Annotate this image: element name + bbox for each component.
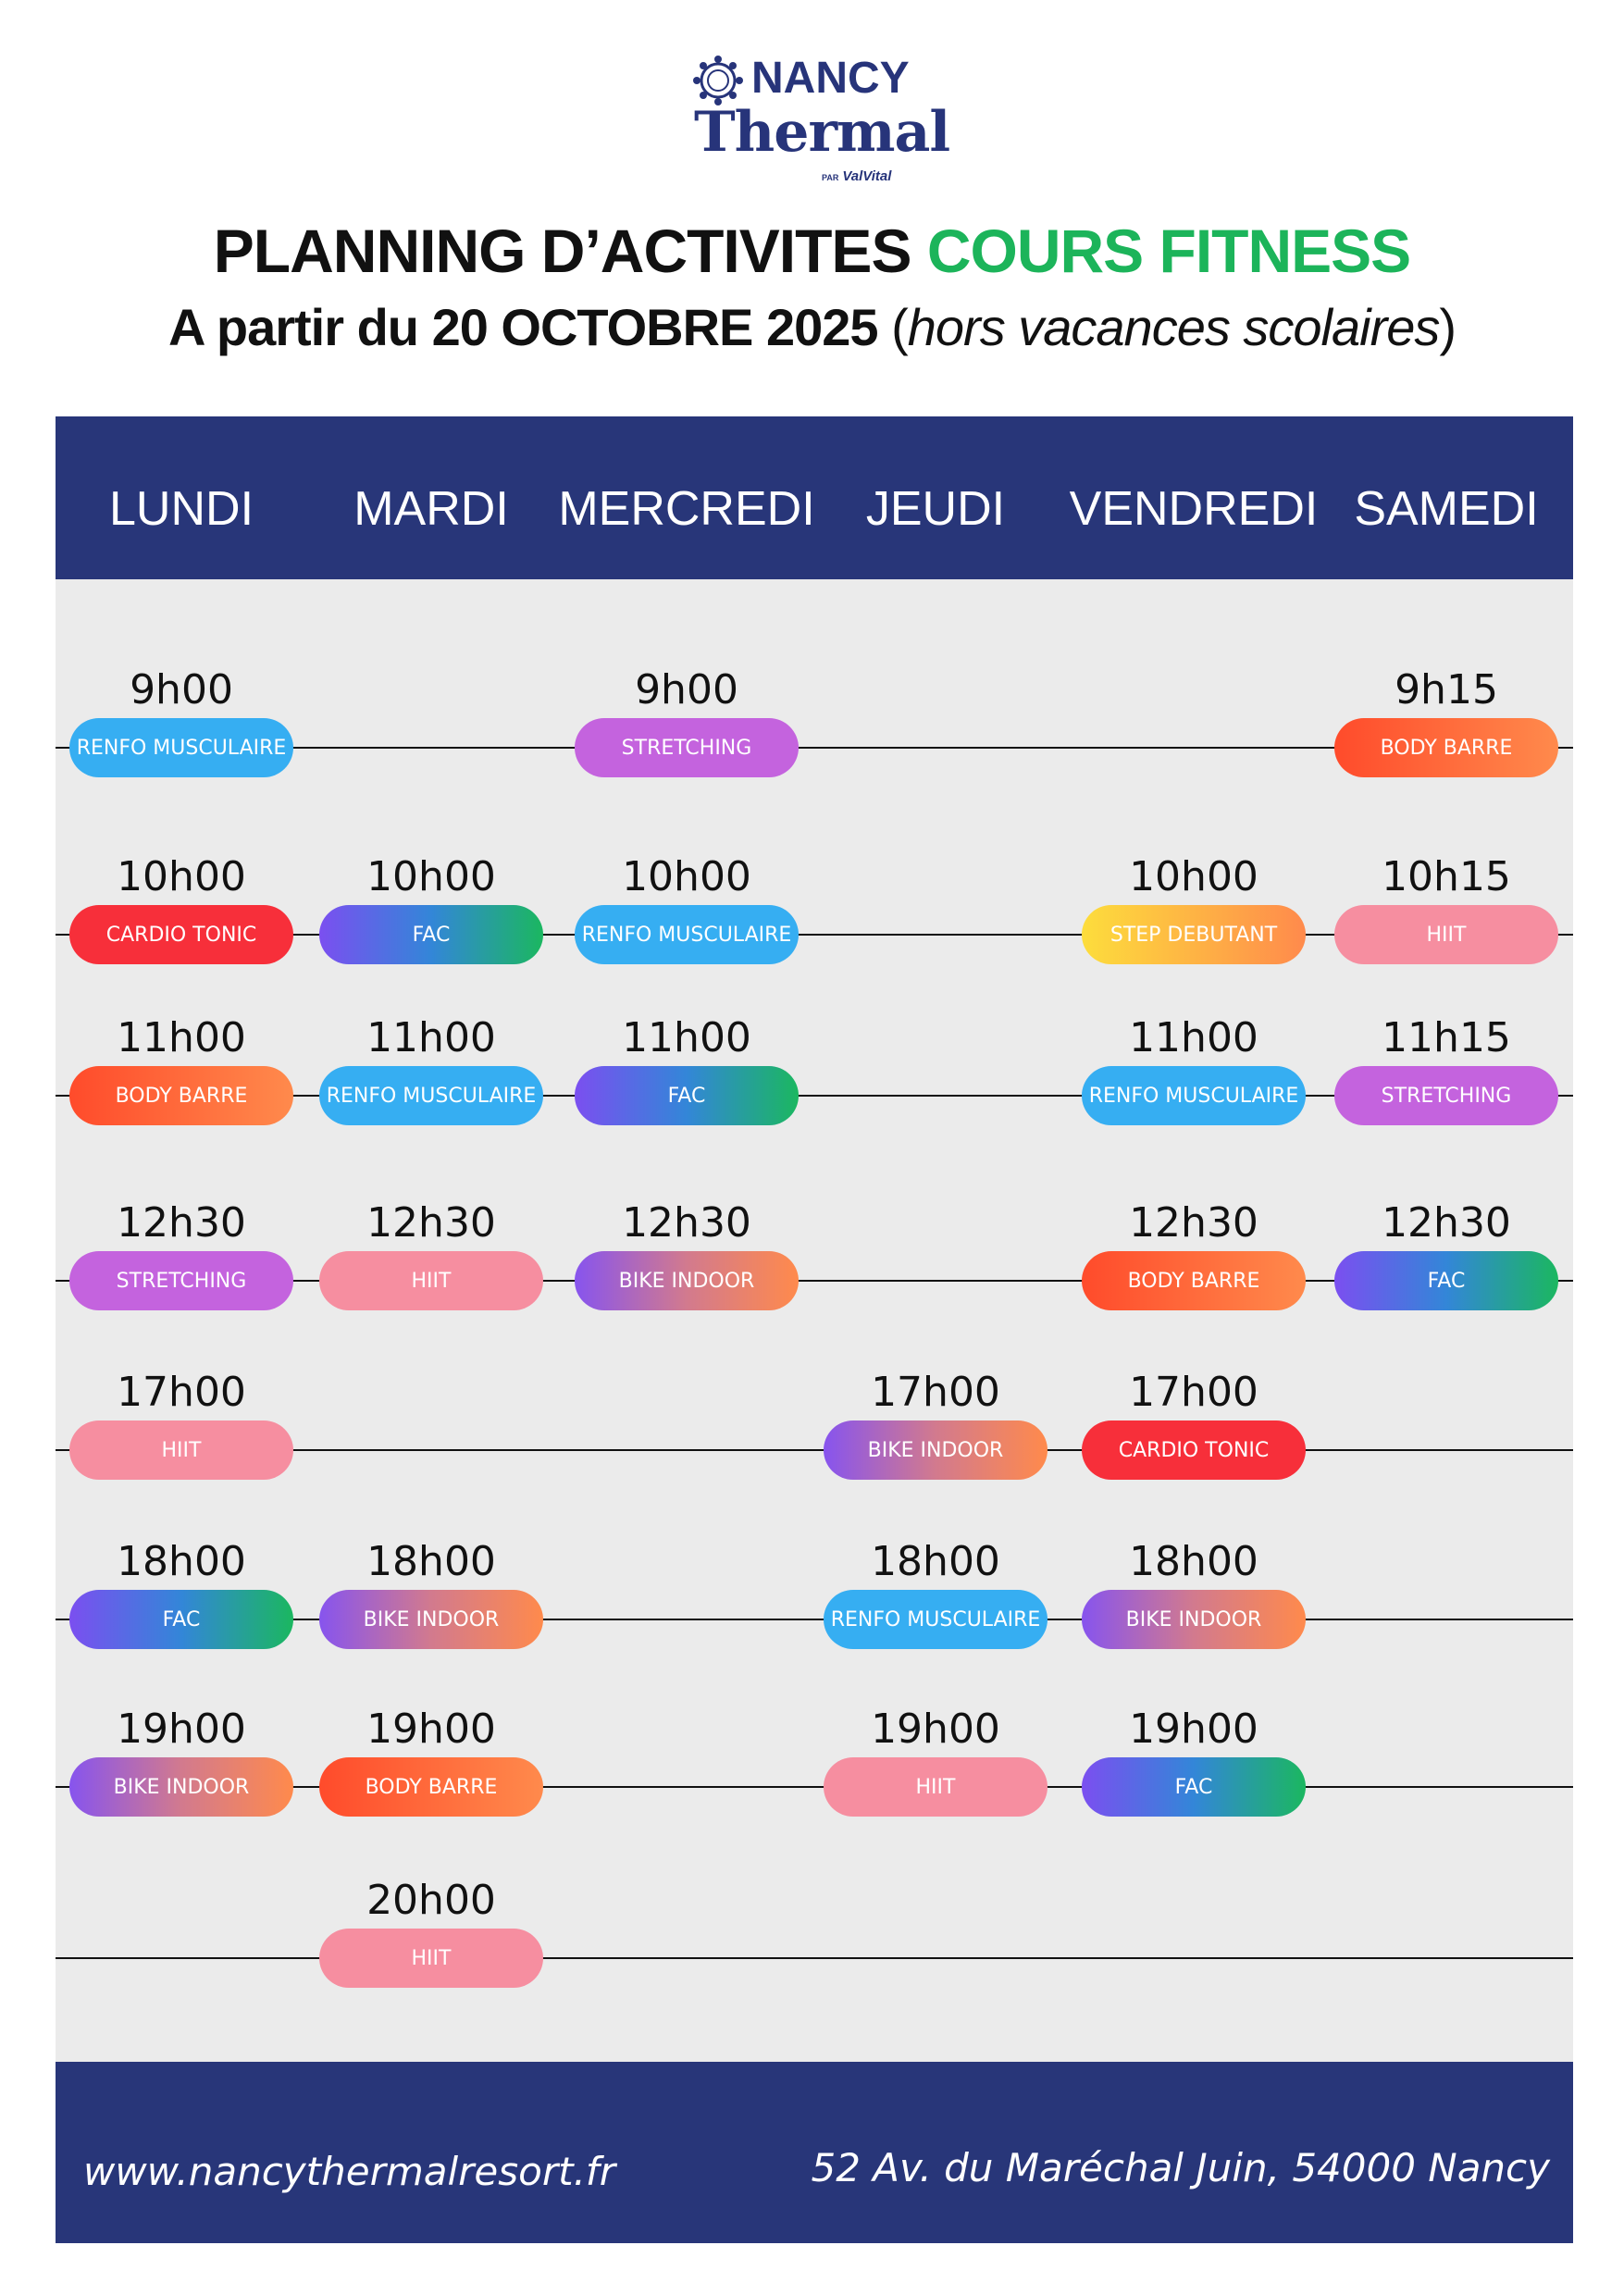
day-header-mardi: MARDI (353, 482, 509, 536)
session-time: 12h30 (1129, 1199, 1258, 1247)
activity-bike-indoor: BIKE INDOOR (69, 1757, 293, 1817)
activity-hiit: HIIT (319, 1929, 543, 1988)
page-subtitle: A partir du 20 OCTOBRE 2025 (hors vacanc… (167, 298, 1457, 356)
website-link[interactable]: www.nancythermalresort.fr (83, 2149, 615, 2194)
activity-body-barre: BODY BARRE (1334, 718, 1558, 777)
activity-bike-indoor: BIKE INDOOR (319, 1590, 543, 1649)
day-header-jeudi: JEUDI (865, 482, 1006, 536)
timeline-row-1 (56, 747, 1573, 749)
timeline-row-7 (56, 1786, 1573, 1788)
timeline-row-4 (56, 1280, 1573, 1282)
activity-fac: FAC (319, 905, 543, 964)
activity-hiit: HIIT (824, 1757, 1048, 1817)
timeline-row-3 (56, 1095, 1573, 1097)
activity-cardio-tonic: CARDIO TONIC (1082, 1420, 1306, 1480)
session-time: 9h15 (1395, 666, 1498, 713)
session-time: 18h00 (117, 1538, 246, 1585)
activity-renfo-musculaire: RENFO MUSCULAIRE (319, 1066, 543, 1125)
activity-body-barre: BODY BARRE (319, 1757, 543, 1817)
nancy-thermal-logo: NANCY Thermal PAR ValVital (685, 51, 950, 190)
session-time: 12h30 (622, 1199, 751, 1247)
session-time: 18h00 (871, 1538, 1000, 1585)
session-time: 10h00 (117, 853, 246, 900)
activity-fac: FAC (1082, 1757, 1306, 1817)
activity-cardio-tonic: CARDIO TONIC (69, 905, 293, 964)
session-time: 10h00 (622, 853, 751, 900)
activity-stretching: STRETCHING (575, 718, 799, 777)
activity-renfo-musculaire: RENFO MUSCULAIRE (69, 718, 293, 777)
activity-hiit: HIIT (69, 1420, 293, 1480)
days-header-bar (56, 416, 1573, 579)
activity-body-barre: BODY BARRE (69, 1066, 293, 1125)
session-time: 17h00 (117, 1369, 246, 1416)
page-title: PLANNING D’ACTIVITES COURS FITNESS (213, 217, 1411, 285)
activity-fac: FAC (1334, 1251, 1558, 1310)
session-time: 11h15 (1382, 1014, 1511, 1061)
activity-fac: FAC (575, 1066, 799, 1125)
session-time: 11h00 (1129, 1014, 1258, 1061)
session-time: 17h00 (1129, 1369, 1258, 1416)
timeline-row-6 (56, 1619, 1573, 1620)
session-time: 18h00 (1129, 1538, 1258, 1585)
session-time: 12h30 (117, 1199, 246, 1247)
schedule-grid (56, 579, 1573, 2062)
logo-nancy-text: NANCY (751, 54, 910, 103)
activity-fac: FAC (69, 1590, 293, 1649)
session-time: 20h00 (366, 1877, 496, 1924)
session-time: 11h00 (117, 1014, 246, 1061)
timeline-row-5 (56, 1449, 1573, 1451)
session-time: 10h00 (1129, 853, 1258, 900)
activity-hiit: HIIT (319, 1251, 543, 1310)
activity-bike-indoor: BIKE INDOOR (575, 1251, 799, 1310)
day-header-vendredi: VENDREDI (1069, 482, 1319, 536)
session-time: 9h00 (130, 666, 233, 713)
activity-bike-indoor: BIKE INDOOR (1082, 1590, 1306, 1649)
logo-thermal-text: Thermal (694, 100, 950, 165)
activity-renfo-musculaire: RENFO MUSCULAIRE (824, 1590, 1048, 1649)
logo-par-valvital: PAR ValVital (822, 168, 892, 184)
session-time: 17h00 (871, 1369, 1000, 1416)
timeline-row-8 (56, 1957, 1573, 1959)
session-time: 19h00 (366, 1706, 496, 1753)
activity-step-debutant: STEP DEBUTANT (1082, 905, 1306, 964)
day-header-mercredi: MERCREDI (558, 482, 815, 536)
activity-renfo-musculaire: RENFO MUSCULAIRE (1082, 1066, 1306, 1125)
day-header-lundi: LUNDI (108, 482, 254, 536)
session-time: 12h30 (366, 1199, 496, 1247)
session-time: 19h00 (871, 1706, 1000, 1753)
logo-emblem-icon (693, 56, 743, 105)
session-time: 9h00 (635, 666, 738, 713)
activity-hiit: HIIT (1334, 905, 1558, 964)
session-time: 10h15 (1382, 853, 1511, 900)
activity-stretching: STRETCHING (69, 1251, 293, 1310)
activity-bike-indoor: BIKE INDOOR (824, 1420, 1048, 1480)
session-time: 12h30 (1382, 1199, 1511, 1247)
activity-body-barre: BODY BARRE (1082, 1251, 1306, 1310)
activity-renfo-musculaire: RENFO MUSCULAIRE (575, 905, 799, 964)
session-time: 18h00 (366, 1538, 496, 1585)
timeline-row-2 (56, 934, 1573, 936)
session-time: 11h00 (622, 1014, 751, 1061)
session-time: 19h00 (1129, 1706, 1258, 1753)
activity-stretching: STRETCHING (1334, 1066, 1558, 1125)
session-time: 19h00 (117, 1706, 246, 1753)
day-header-samedi: SAMEDI (1354, 482, 1539, 536)
session-time: 10h00 (366, 853, 496, 900)
session-time: 11h00 (366, 1014, 496, 1061)
address-text: 52 Av. du Maréchal Juin, 54000 Nancy (811, 2145, 1550, 2190)
footer-bar (56, 2062, 1573, 2243)
